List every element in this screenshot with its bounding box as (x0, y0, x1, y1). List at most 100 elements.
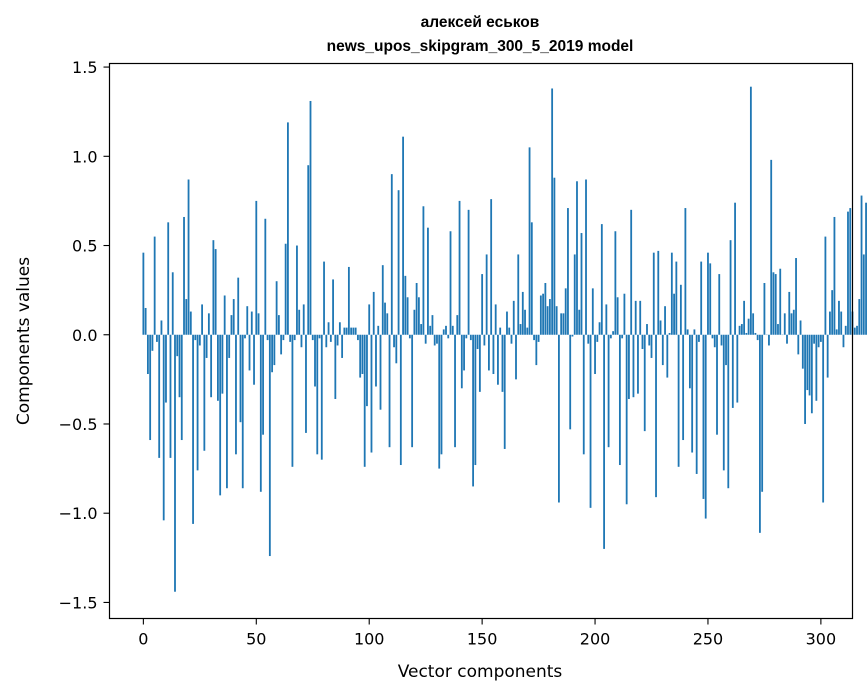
bar-143 (465, 334, 468, 339)
bar-19 (185, 299, 188, 335)
bar-187 (564, 288, 567, 335)
bar-216 (630, 209, 633, 335)
bar-234 (670, 252, 673, 335)
bar-72 (305, 334, 307, 433)
bar-129 (433, 334, 436, 346)
bar-253 (713, 334, 716, 348)
x-tick-label-100: 100 (354, 630, 385, 649)
bar-60 (277, 315, 280, 335)
bar-14 (174, 334, 176, 592)
bar-97 (361, 334, 364, 375)
bar-59 (275, 281, 278, 335)
bar-191 (573, 254, 576, 335)
bar-130 (436, 334, 438, 344)
bar-25 (198, 334, 201, 346)
bar-53 (262, 334, 264, 435)
bar-46 (246, 306, 249, 335)
bar-245 (695, 334, 698, 474)
bar-230 (661, 334, 664, 366)
bar-87 (338, 322, 341, 335)
bar-242 (688, 334, 691, 389)
bar-29 (207, 313, 210, 335)
bar-280 (774, 274, 777, 335)
plot-frame (108, 62, 854, 620)
bar-150 (481, 274, 484, 335)
bar-204 (603, 334, 605, 549)
bar-174 (535, 334, 538, 366)
bar-278 (770, 159, 773, 335)
bar-142 (463, 334, 465, 371)
bar-92 (350, 327, 353, 335)
bar-24 (196, 334, 199, 471)
bar-119 (411, 334, 414, 448)
bar-34 (219, 334, 222, 496)
bar-38 (228, 334, 231, 358)
bar-49 (253, 334, 255, 385)
bar-94 (354, 327, 357, 335)
bar-173 (533, 334, 535, 341)
bar-294 (806, 334, 809, 391)
bar-206 (607, 334, 610, 448)
bar-134 (445, 325, 447, 335)
bar-236 (675, 261, 678, 335)
bar-68 (296, 245, 298, 335)
bar-250 (707, 252, 709, 335)
y-tick-label-6: 1.5 (72, 58, 97, 77)
bar-168 (521, 291, 524, 335)
bar-180 (548, 299, 551, 335)
bar-74 (309, 100, 312, 335)
bar-44 (241, 334, 244, 489)
bar-27 (203, 334, 206, 451)
bar-10 (165, 334, 167, 403)
bar-79 (320, 334, 323, 460)
bar-16 (178, 334, 181, 398)
bar-238 (679, 284, 682, 335)
x-axis: 0 50 100 150 200 250 300 (138, 618, 836, 649)
bar-177 (542, 293, 545, 335)
bar-284 (783, 313, 786, 335)
bar-69 (298, 309, 301, 335)
bar-50 (255, 200, 258, 335)
bar-189 (569, 334, 572, 430)
bar-21 (189, 311, 192, 335)
bar-207 (609, 334, 612, 339)
bar-175 (537, 334, 540, 342)
bar-193 (578, 309, 581, 335)
bars-group (142, 86, 867, 592)
bar-165 (515, 334, 517, 380)
bar-313 (849, 208, 852, 335)
bar-317 (858, 299, 861, 335)
bar-251 (709, 263, 712, 335)
bar-319 (862, 254, 865, 335)
bar-22 (192, 334, 194, 524)
bar-182 (553, 177, 556, 335)
bar-260 (729, 240, 732, 335)
bar-115 (402, 136, 404, 335)
bar-55 (266, 334, 269, 341)
bar-252 (711, 334, 714, 339)
bar-257 (722, 334, 725, 471)
bar-262 (734, 202, 736, 335)
bar-264 (738, 325, 741, 335)
bar-104 (377, 325, 380, 335)
bar-296 (810, 334, 813, 414)
bar-215 (628, 334, 630, 399)
bar-235 (673, 293, 675, 335)
bar-241 (686, 329, 689, 335)
bar-147 (474, 334, 477, 466)
bar-275 (763, 283, 766, 335)
bar-2 (146, 334, 149, 375)
bar-258 (725, 334, 727, 366)
bar-233 (668, 332, 671, 335)
bar-52 (259, 334, 262, 492)
bar-20 (187, 179, 190, 335)
bar-57 (271, 334, 274, 373)
bar-214 (625, 334, 628, 505)
bar-48 (250, 311, 253, 335)
bar-96 (359, 334, 362, 378)
bar-240 (684, 208, 687, 335)
bar-211 (618, 334, 621, 466)
bar-102 (372, 291, 375, 335)
bar-279 (772, 272, 775, 335)
